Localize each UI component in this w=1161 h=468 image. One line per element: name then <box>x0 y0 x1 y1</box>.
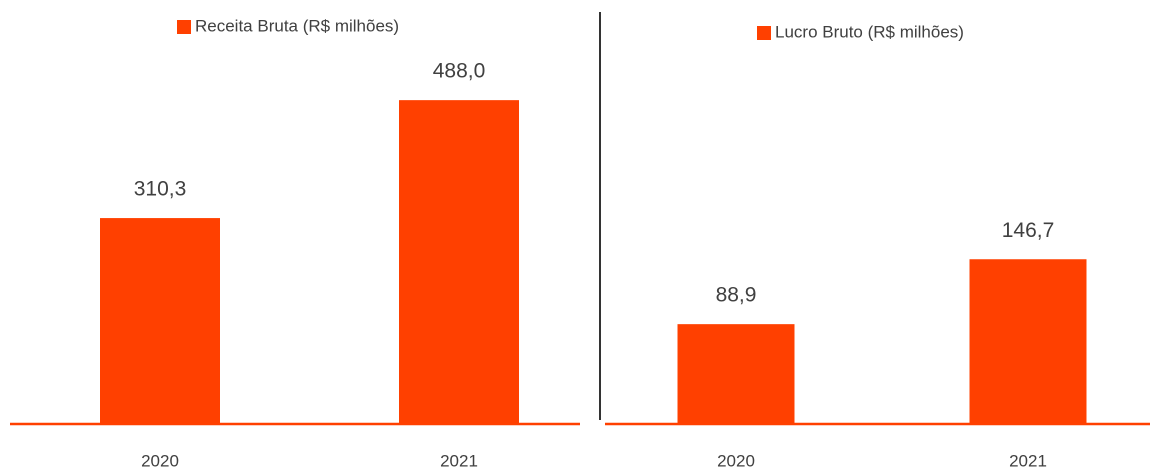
legend-swatch <box>757 26 771 40</box>
legend-swatch <box>177 20 191 34</box>
bar <box>677 324 795 424</box>
x-tick-label: 2020 <box>141 451 179 468</box>
bar <box>399 100 519 425</box>
bar <box>100 218 220 424</box>
x-tick-label: 2020 <box>717 451 755 468</box>
legend-label: Lucro Bruto (R$ milhões) <box>775 22 964 41</box>
bar <box>969 259 1087 424</box>
legend-label: Receita Bruta (R$ milhões) <box>195 16 399 35</box>
value-label: 310,3 <box>134 178 187 201</box>
value-label: 488,0 <box>433 60 486 83</box>
x-tick-label: 2021 <box>1009 451 1047 468</box>
value-label: 88,9 <box>716 284 757 307</box>
value-label: 146,7 <box>1002 219 1055 242</box>
x-tick-label: 2021 <box>440 451 478 468</box>
